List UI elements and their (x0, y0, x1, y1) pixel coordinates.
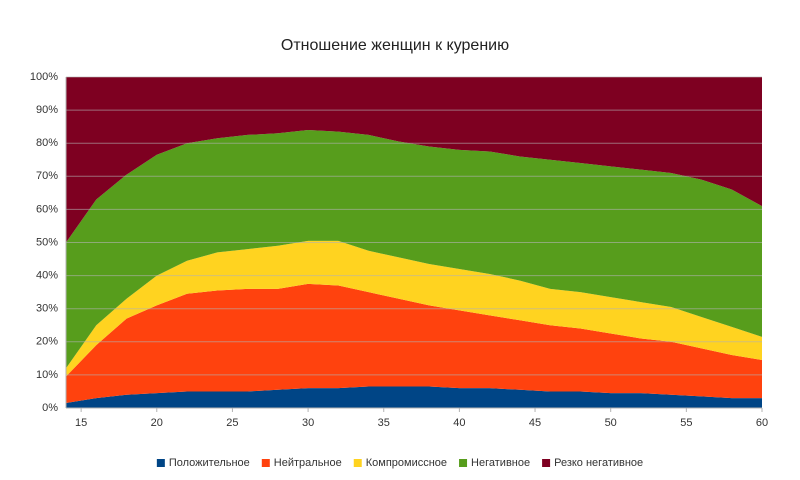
y-tick-label: 70% (36, 170, 58, 182)
area (66, 240, 762, 377)
y-tick-label: 60% (36, 203, 58, 215)
x-tick-label: 15 (75, 417, 87, 429)
x-tick-label: 55 (680, 417, 692, 429)
x-tick-label: 40 (453, 417, 465, 429)
legend-label: Негативное (471, 457, 530, 469)
y-tick-label: 80% (36, 137, 58, 149)
x-tick-label: 35 (378, 417, 390, 429)
chart-title: Отношение женщин к курению (281, 37, 509, 54)
legend-swatch (542, 459, 551, 467)
x-tick-label: 60 (756, 417, 768, 429)
legend-swatch (261, 459, 270, 467)
legend-label: Резко негативное (554, 457, 643, 469)
x-tick-label: 20 (151, 417, 163, 429)
y-tick-label: 40% (36, 270, 58, 282)
x-tick-label: 25 (226, 417, 238, 429)
y-tick-label: 30% (36, 303, 58, 315)
legend-label: Положительное (169, 457, 250, 469)
legend: Положительное Нейтральное Компромиссное Нег… (156, 457, 643, 469)
x-tick-label: 45 (529, 417, 541, 429)
legend-label: Нейтральное (274, 457, 342, 469)
y-tick-label: 90% (36, 104, 58, 116)
area (66, 77, 762, 243)
y-tick-label: 20% (36, 336, 58, 348)
legend-swatch (156, 459, 165, 467)
legend-label: Компромиссное (366, 457, 447, 469)
legend-swatch (459, 459, 468, 467)
legend-swatch (353, 459, 362, 467)
y-tick-label: 0% (42, 402, 58, 414)
area (66, 386, 762, 408)
area (66, 129, 762, 369)
x-tick-label: 30 (302, 417, 314, 429)
y-tick-label: 50% (36, 236, 58, 248)
x-tick-label: 50 (605, 417, 617, 429)
y-tick-label: 10% (36, 369, 58, 381)
area (66, 283, 762, 404)
y-tick-label: 100% (30, 71, 58, 83)
